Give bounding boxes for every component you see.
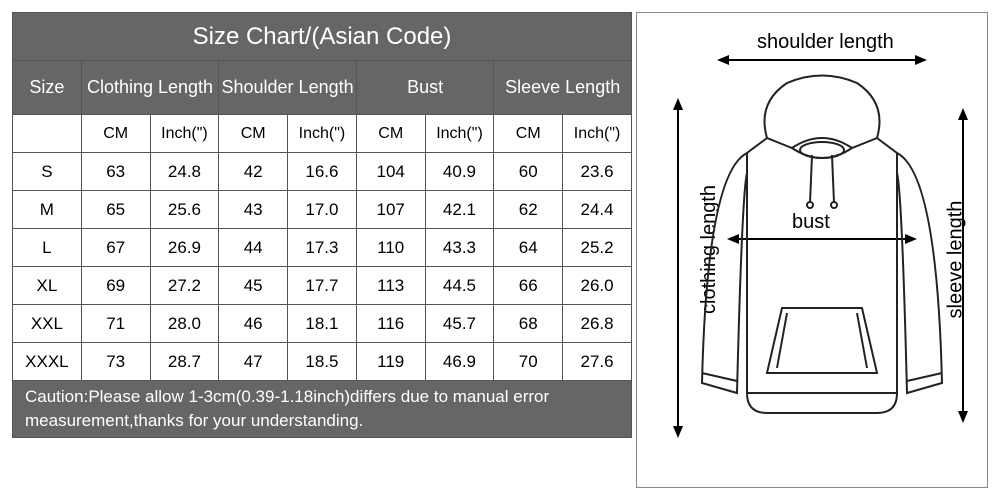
cell-sl_cm: 46	[219, 305, 288, 343]
cell-b_in: 44.5	[425, 267, 494, 305]
col-clothing-length: Clothing Length	[81, 61, 219, 115]
shoulder-arrow-line	[727, 59, 917, 61]
cell-sv_in: 26.8	[563, 305, 632, 343]
cell-sl_cm: 45	[219, 267, 288, 305]
cell-sv_cm: 60	[494, 153, 563, 191]
caution-text: Caution:Please allow 1-3cm(0.39-1.18inch…	[13, 381, 632, 438]
cell-sv_in: 26.0	[563, 267, 632, 305]
cell-sl_cm: 47	[219, 343, 288, 381]
cell-sl_in: 18.5	[288, 343, 357, 381]
clothing-arrow-up	[673, 98, 683, 110]
col-bust: Bust	[356, 61, 494, 115]
cell-cl_cm: 67	[81, 229, 150, 267]
cell-cl_cm: 73	[81, 343, 150, 381]
cell-cl_cm: 71	[81, 305, 150, 343]
cell-cl_in: 25.6	[150, 191, 219, 229]
cell-sv_cm: 64	[494, 229, 563, 267]
clothing-arrow-down	[673, 426, 683, 438]
cell-size: XL	[13, 267, 82, 305]
shoulder-label: shoulder length	[757, 31, 894, 54]
cell-b_cm: 104	[356, 153, 425, 191]
cell-size: XXXL	[13, 343, 82, 381]
cell-cl_cm: 63	[81, 153, 150, 191]
unit-cm: CM	[494, 115, 563, 153]
col-shoulder-length: Shoulder Length	[219, 61, 357, 115]
unit-row: CM Inch(") CM Inch(") CM Inch(") CM Inch…	[13, 115, 632, 153]
table-row: XXL7128.04618.111645.76826.8	[13, 305, 632, 343]
unit-inch: Inch(")	[425, 115, 494, 153]
cell-cl_in: 26.9	[150, 229, 219, 267]
cell-b_in: 46.9	[425, 343, 494, 381]
cell-cl_cm: 69	[81, 267, 150, 305]
cell-cl_in: 24.8	[150, 153, 219, 191]
cell-sv_cm: 66	[494, 267, 563, 305]
cell-sv_in: 23.6	[563, 153, 632, 191]
size-chart-panel: Size Chart/(Asian Code) Size Clothing Le…	[12, 12, 632, 488]
cell-size: L	[13, 229, 82, 267]
cell-size: S	[13, 153, 82, 191]
unit-cm: CM	[356, 115, 425, 153]
cell-sl_in: 16.6	[288, 153, 357, 191]
cell-b_cm: 116	[356, 305, 425, 343]
cell-b_cm: 119	[356, 343, 425, 381]
cell-b_in: 40.9	[425, 153, 494, 191]
cell-size: XXL	[13, 305, 82, 343]
table-row: XL6927.24517.711344.56626.0	[13, 267, 632, 305]
unit-cm: CM	[219, 115, 288, 153]
cell-sl_in: 17.3	[288, 229, 357, 267]
col-sleeve-length: Sleeve Length	[494, 61, 632, 115]
cell-sv_in: 24.4	[563, 191, 632, 229]
cell-b_in: 43.3	[425, 229, 494, 267]
unit-inch: Inch(")	[563, 115, 632, 153]
cell-sl_in: 17.7	[288, 267, 357, 305]
cell-b_in: 45.7	[425, 305, 494, 343]
cell-sl_cm: 43	[219, 191, 288, 229]
hoodie-icon	[692, 73, 952, 443]
unit-empty	[13, 115, 82, 153]
size-chart-table: Size Chart/(Asian Code) Size Clothing Le…	[12, 12, 632, 438]
sleeve-arrow-up	[958, 108, 968, 120]
cell-size: M	[13, 191, 82, 229]
col-size: Size	[13, 61, 82, 115]
cell-sl_cm: 44	[219, 229, 288, 267]
cell-b_in: 42.1	[425, 191, 494, 229]
table-row: L6726.94417.311043.36425.2	[13, 229, 632, 267]
clothing-arrow-line	[677, 108, 679, 428]
unit-inch: Inch(")	[288, 115, 357, 153]
cell-b_cm: 110	[356, 229, 425, 267]
cell-sl_in: 18.1	[288, 305, 357, 343]
cell-sv_cm: 62	[494, 191, 563, 229]
table-row: S6324.84216.610440.96023.6	[13, 153, 632, 191]
cell-sv_cm: 68	[494, 305, 563, 343]
diagram-panel: shoulder length bust clothing length sle…	[636, 12, 988, 488]
cell-sl_in: 17.0	[288, 191, 357, 229]
unit-inch: Inch(")	[150, 115, 219, 153]
cell-cl_cm: 65	[81, 191, 150, 229]
cell-cl_in: 28.7	[150, 343, 219, 381]
cell-cl_in: 27.2	[150, 267, 219, 305]
cell-sv_in: 27.6	[563, 343, 632, 381]
cell-b_cm: 107	[356, 191, 425, 229]
table-title: Size Chart/(Asian Code)	[13, 13, 632, 61]
cell-sv_cm: 70	[494, 343, 563, 381]
cell-sl_cm: 42	[219, 153, 288, 191]
sleeve-arrow-down	[958, 411, 968, 423]
cell-b_cm: 113	[356, 267, 425, 305]
shoulder-arrow-right	[915, 55, 927, 65]
cell-cl_in: 28.0	[150, 305, 219, 343]
cell-sv_in: 25.2	[563, 229, 632, 267]
table-row: M6525.64317.010742.16224.4	[13, 191, 632, 229]
table-row: XXXL7328.74718.511946.97027.6	[13, 343, 632, 381]
shoulder-arrow-left	[717, 55, 729, 65]
unit-cm: CM	[81, 115, 150, 153]
